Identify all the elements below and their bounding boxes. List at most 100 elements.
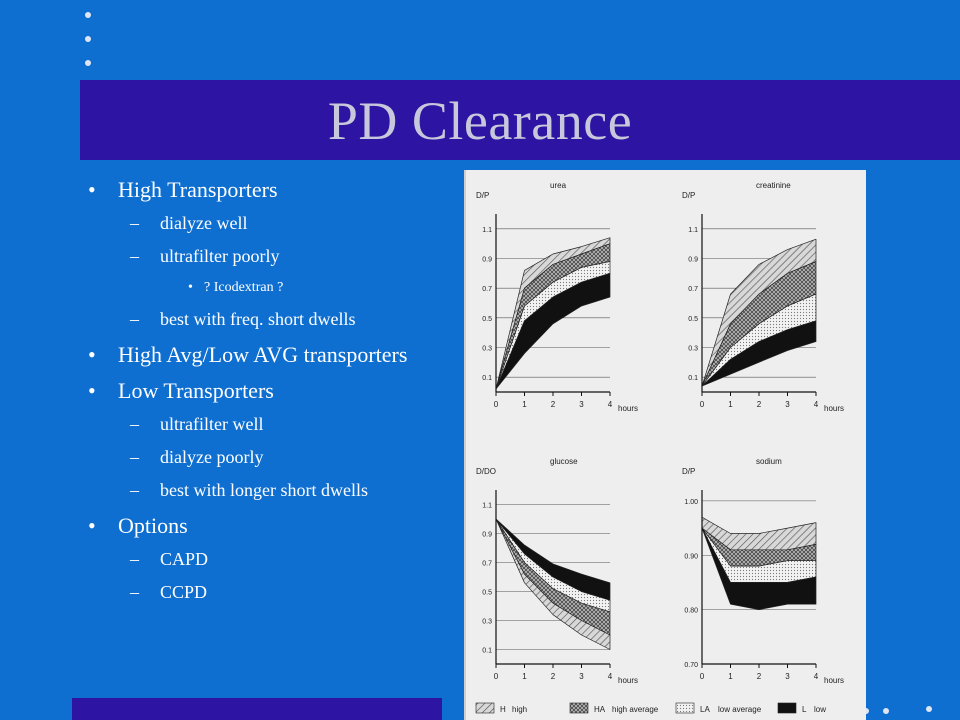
- axis-label: D/P: [682, 191, 695, 200]
- y-tick-label: 0.5: [688, 316, 698, 323]
- x-axis-label: hours: [618, 404, 638, 413]
- panel-title: glucose: [550, 457, 578, 466]
- decorative-dot: [85, 60, 91, 66]
- bullet-text: High Transporters: [118, 177, 278, 202]
- panel-title: creatinine: [756, 181, 791, 190]
- y-tick-label: 1.1: [688, 227, 698, 234]
- y-tick-label: 0.7: [482, 286, 492, 293]
- x-tick-label: 2: [757, 400, 762, 409]
- bullet-item: • Low Transporters: [84, 377, 444, 404]
- x-tick-label: 4: [608, 400, 613, 409]
- x-tick-label: 2: [757, 672, 762, 681]
- panel-title: sodium: [756, 457, 782, 466]
- legend-code: LA: [700, 705, 710, 714]
- dash-marker: –: [130, 549, 139, 569]
- bullet-marker: •: [88, 177, 96, 202]
- bullet-text: Options: [118, 513, 188, 538]
- y-tick-label: 0.90: [684, 553, 698, 560]
- y-tick-label: 0.70: [684, 662, 698, 669]
- y-tick-label: 0.1: [482, 375, 492, 382]
- axis-label: D/DO: [476, 467, 496, 476]
- x-tick-label: 2: [551, 672, 556, 681]
- dash-marker: –: [130, 309, 139, 329]
- transport-curves-figure: D/P urea 0.1 0.3 0.5 0.7 0.9 1.1 0 1 2 3 4 hours D/P cr…: [464, 170, 866, 720]
- panel-title: urea: [550, 181, 567, 190]
- legend-label: high average: [612, 705, 659, 714]
- decorative-dot: [85, 36, 91, 42]
- y-tick-label: 1.1: [482, 503, 492, 510]
- y-tick-label: 0.3: [482, 619, 492, 626]
- legend-swatch: [475, 702, 495, 714]
- x-axis-label: hours: [618, 676, 638, 685]
- x-tick-label: 4: [814, 672, 819, 681]
- bullet-text: High Avg/Low AVG transporters: [118, 342, 408, 367]
- axis-label: D/P: [682, 467, 695, 476]
- sub-bullet-item: – CAPD: [84, 548, 444, 571]
- y-tick-label: 0.80: [684, 608, 698, 615]
- sub-bullet-text: dialyze well: [160, 213, 248, 233]
- bullet-marker: •: [88, 513, 96, 538]
- y-tick-label: 0.1: [688, 375, 698, 382]
- sub-bullet-text: ultrafilter poorly: [160, 246, 280, 266]
- x-tick-label: 3: [579, 672, 584, 681]
- legend-code: HA: [594, 705, 606, 714]
- sub-bullet-item: – CCPD: [84, 581, 444, 604]
- bullet-item: • High Transporters: [84, 176, 444, 203]
- y-tick-label: 0.9: [482, 257, 492, 264]
- sub-bullet-item: – best with freq. short dwells: [84, 308, 444, 331]
- y-tick-label: 0.3: [482, 346, 492, 353]
- y-tick-label: 0.9: [688, 257, 698, 264]
- x-tick-label: 0: [494, 672, 499, 681]
- sub-bullet-item: – dialyze poorly: [84, 446, 444, 469]
- dash-marker: –: [130, 414, 139, 434]
- bullet-list: • High Transporters – dialyze well – ultraf…: [84, 176, 444, 614]
- x-tick-label: 0: [700, 400, 705, 409]
- sub-bullet-text: best with freq. short dwells: [160, 309, 356, 329]
- band-l: [495, 518, 611, 601]
- x-tick-label: 3: [785, 400, 790, 409]
- legend-code: L: [802, 705, 807, 714]
- decorative-dot: [926, 706, 932, 712]
- x-tick-label: 3: [785, 672, 790, 681]
- y-tick-label: 0.3: [688, 346, 698, 353]
- x-tick-label: 0: [494, 400, 499, 409]
- sub-bullet-item: – ultrafilter well: [84, 413, 444, 436]
- x-axis-label: hours: [824, 676, 844, 685]
- sub-bullet-text: CAPD: [160, 549, 209, 569]
- y-tick-label: 0.9: [482, 532, 492, 539]
- band-l: [495, 272, 611, 390]
- x-axis-label: hours: [824, 404, 844, 413]
- sub-bullet-text: CCPD: [160, 582, 208, 602]
- y-tick-label: 0.5: [482, 316, 492, 323]
- legend-label: low average: [718, 705, 762, 714]
- band-l: [701, 527, 817, 610]
- x-tick-label: 1: [728, 672, 733, 681]
- bullet-marker: •: [88, 342, 96, 367]
- decorative-dot: [85, 12, 91, 18]
- decorative-dot: [863, 708, 869, 714]
- bullet-marker: •: [88, 378, 96, 403]
- sub-bullet-text: ultrafilter well: [160, 414, 264, 434]
- sub-bullet-text: dialyze poorly: [160, 447, 264, 467]
- legend-label: low: [814, 705, 826, 714]
- x-tick-label: 1: [728, 400, 733, 409]
- dash-marker: –: [130, 582, 139, 602]
- x-tick-label: 2: [551, 400, 556, 409]
- y-tick-label: 1.00: [684, 499, 698, 506]
- y-tick-label: 0.7: [688, 286, 698, 293]
- sub-sub-bullet-text: ? Icodextran ?: [204, 280, 284, 295]
- bullet-item: • High Avg/Low AVG transporters: [84, 341, 444, 368]
- slide-title: PD Clearance: [327, 91, 633, 151]
- y-tick-label: 0.5: [482, 590, 492, 597]
- dash-marker: –: [130, 480, 139, 500]
- bullet-marker: •: [188, 280, 193, 295]
- legend-swatch: [569, 702, 589, 714]
- sub-bullet-text: best with longer short dwells: [160, 480, 368, 500]
- x-tick-label: 3: [579, 400, 584, 409]
- decorative-dot: [883, 708, 889, 714]
- transport-curves-svg: D/P urea 0.1 0.3 0.5 0.7 0.9 1.1 0 1 2 3 4 hours D/P cr…: [475, 181, 844, 714]
- axis-label: D/P: [476, 191, 489, 200]
- x-tick-label: 1: [522, 672, 527, 681]
- x-tick-label: 4: [608, 672, 613, 681]
- y-tick-label: 0.1: [482, 648, 492, 655]
